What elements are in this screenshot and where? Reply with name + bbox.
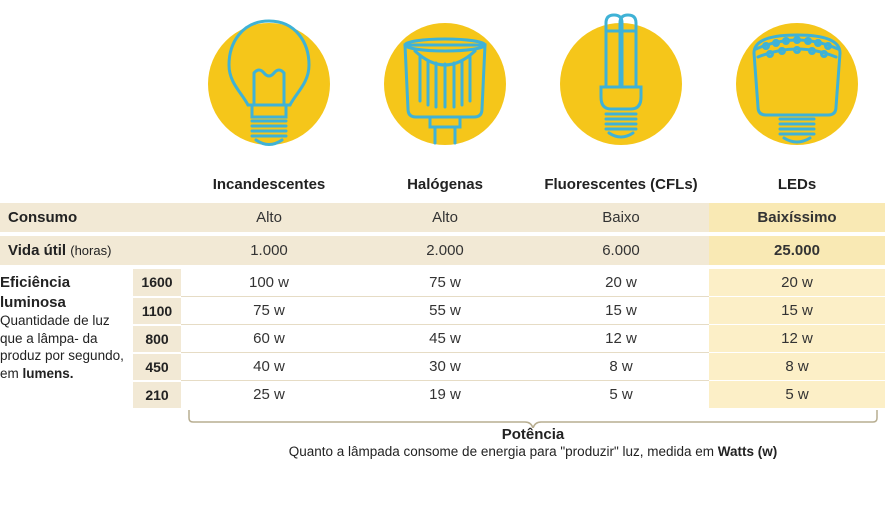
- lumens-2: 800: [133, 325, 181, 353]
- cell-vida-led: 25.000: [709, 234, 885, 267]
- eff-row-1: 1100 75 w 55 w 15 w 15 w: [0, 297, 885, 325]
- row-label-consumo: Consumo: [0, 203, 181, 234]
- w-halog-0: 75 w: [357, 267, 533, 297]
- column-headers-row: Incandescentes Halógenas Fluorescentes (…: [0, 168, 885, 203]
- lumens-4: 210: [133, 381, 181, 409]
- incandescent-bulb-icon: [181, 9, 357, 159]
- w-led-2: 12 w: [709, 325, 885, 353]
- w-incand-4: 25 w: [181, 381, 357, 409]
- cell-consumo-halog: Alto: [357, 203, 533, 234]
- row-consumo: Consumo Alto Alto Baixo Baixíssimo: [0, 203, 885, 234]
- row-vida: Vida útil (horas) 1.000 2.000 6.000 25.0…: [0, 234, 885, 267]
- w-incand-1: 75 w: [181, 297, 357, 325]
- cell-vida-halog: 2.000: [357, 234, 533, 267]
- w-cfl-0: 20 w: [533, 267, 709, 297]
- cell-vida-incand: 1.000: [181, 234, 357, 267]
- w-led-0: 20 w: [709, 267, 885, 297]
- cfl-bulb-icon: [533, 9, 709, 159]
- vida-label-text: Vida útil: [8, 242, 66, 259]
- w-cfl-3: 8 w: [533, 353, 709, 381]
- infographic-container: Incandescentes Halógenas Fluorescentes (…: [0, 0, 885, 459]
- col-header-halogen: Halógenas: [357, 168, 533, 203]
- w-incand-3: 40 w: [181, 353, 357, 381]
- w-led-4: 5 w: [709, 381, 885, 409]
- w-halog-4: 19 w: [357, 381, 533, 409]
- lumens-3: 450: [133, 353, 181, 381]
- col-header-led: LEDs: [709, 168, 885, 203]
- eff-row-4: 210 25 w 19 w 5 w 5 w: [0, 381, 885, 409]
- led-bulb-icon: [709, 9, 885, 159]
- w-led-1: 15 w: [709, 297, 885, 325]
- cell-consumo-cfl: Baixo: [533, 203, 709, 234]
- footer-desc-strong: Watts (w): [718, 444, 778, 459]
- cell-consumo-incand: Alto: [181, 203, 357, 234]
- w-incand-0: 100 w: [181, 267, 357, 297]
- footer-title: Potência: [181, 426, 885, 443]
- efficiency-title: Eficiência luminosa: [0, 274, 70, 311]
- cell-consumo-led: Baixíssimo: [709, 203, 885, 234]
- potencia-bracket: [181, 408, 885, 428]
- row-label-vida: Vida útil (horas): [0, 234, 181, 267]
- lumens-0: 1600: [133, 267, 181, 297]
- footer-desc-pre: Quanto a lâmpada consome de energia para…: [289, 444, 718, 459]
- cell-vida-cfl: 6.000: [533, 234, 709, 267]
- halogen-bulb-icon: [357, 9, 533, 159]
- vida-sublabel-text: (horas): [70, 243, 111, 258]
- w-halog-1: 55 w: [357, 297, 533, 325]
- footer-caption: Potência Quanto a lâmpada consome de ene…: [181, 426, 885, 459]
- w-cfl-4: 5 w: [533, 381, 709, 409]
- w-halog-3: 30 w: [357, 353, 533, 381]
- eff-row-2: 800 60 w 45 w 12 w 12 w: [0, 325, 885, 353]
- col-header-incandescent: Incandescentes: [181, 168, 357, 203]
- w-halog-2: 45 w: [357, 325, 533, 353]
- comparison-table: Incandescentes Halógenas Fluorescentes (…: [0, 168, 885, 408]
- efficiency-unit: lumens.: [23, 366, 74, 381]
- w-led-3: 8 w: [709, 353, 885, 381]
- lumens-1: 1100: [133, 297, 181, 325]
- efficiency-label-cell: Eficiência luminosa Quantidade de luz qu…: [0, 267, 133, 408]
- w-incand-2: 60 w: [181, 325, 357, 353]
- bulb-icons-row: [0, 0, 885, 168]
- eff-row-3: 450 40 w 30 w 8 w 8 w: [0, 353, 885, 381]
- w-cfl-1: 15 w: [533, 297, 709, 325]
- w-cfl-2: 12 w: [533, 325, 709, 353]
- col-header-cfl: Fluorescentes (CFLs): [533, 168, 709, 203]
- eff-row-0: Eficiência luminosa Quantidade de luz qu…: [0, 267, 885, 297]
- footer-desc: Quanto a lâmpada consome de energia para…: [289, 444, 778, 459]
